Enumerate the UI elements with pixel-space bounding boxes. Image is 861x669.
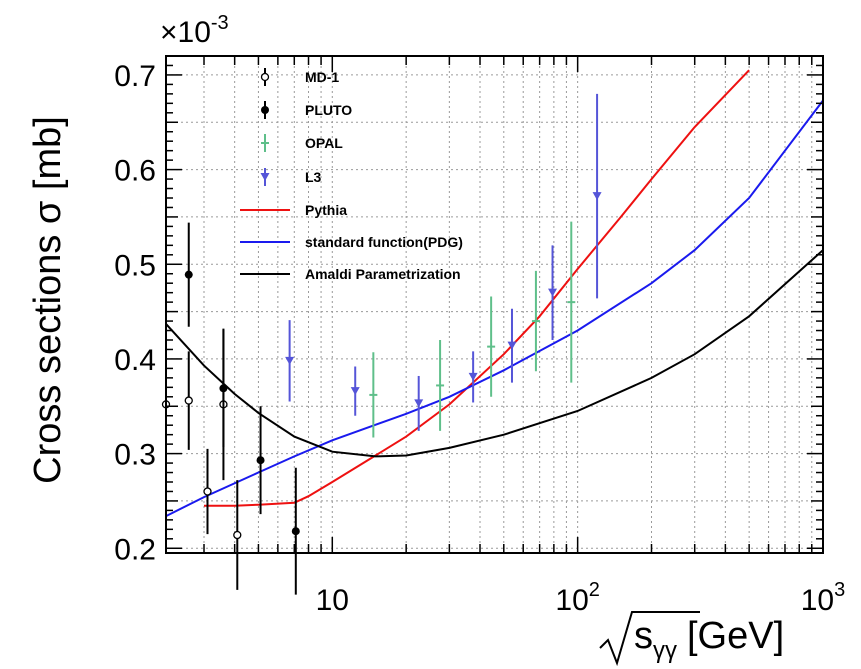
curve-amaldi-parametrization <box>165 249 824 458</box>
x-tick-label: 102 <box>555 579 600 617</box>
y-tick-label: 0.4 <box>114 344 156 377</box>
x-tick-label: 10 <box>316 584 349 617</box>
curve-standard-function-pdg <box>165 99 824 517</box>
x-tick-exponent: 3 <box>834 579 845 601</box>
legend-item-md-1: MD-1 <box>260 68 339 86</box>
point-pluto <box>256 406 265 515</box>
point-md-1 <box>233 480 242 590</box>
marker <box>592 192 602 201</box>
marker <box>184 396 193 405</box>
x-tick-labels: 10 102 103 <box>316 579 846 617</box>
y-tick-label: 0.3 <box>114 439 156 472</box>
y-tick-labels: 0.2 0.3 0.4 0.5 0.6 0.7 <box>114 60 156 566</box>
point-opal <box>487 296 496 397</box>
legend-item-standard-function-pdg: standard function(PDG) <box>240 234 463 250</box>
legend-label: MD-1 <box>305 69 339 85</box>
point-opal <box>567 221 576 383</box>
point-opal <box>436 340 445 431</box>
marker <box>291 527 300 536</box>
y-multiplier: ×10-3 <box>160 12 229 49</box>
legend-label: L3 <box>305 169 322 185</box>
legend-item-pythia: Pythia <box>240 202 347 218</box>
marker <box>285 356 295 365</box>
legend: MD-1 PLUTO OPAL L3 Pythia standard function(P… <box>240 68 463 282</box>
marker <box>260 173 270 181</box>
svg-text:sγγ[GeV]: sγγ [GeV] <box>634 615 784 664</box>
y-tick-label: 0.5 <box>114 249 156 282</box>
x-tick-label: 103 <box>801 579 846 617</box>
curve-pythia <box>204 69 750 507</box>
x-tick-exponent: 2 <box>589 579 600 601</box>
marker <box>261 106 269 114</box>
axis-ticks <box>166 55 824 553</box>
x-axis-title-sub: γγ <box>653 637 677 664</box>
y-tick-label: 0.6 <box>114 155 156 188</box>
point-l3 <box>507 308 517 383</box>
marker <box>414 399 424 408</box>
point-l3 <box>285 320 295 402</box>
y-multiplier-exponent: -3 <box>211 12 229 34</box>
marker <box>256 456 265 465</box>
legend-item-amaldi-parametrization: Amaldi Parametrization <box>240 266 461 282</box>
marker <box>548 288 558 297</box>
marker <box>468 372 478 381</box>
legend-label: standard function(PDG) <box>305 234 463 250</box>
legend-item-opal: OPAL <box>261 134 343 152</box>
legend-label: Pythia <box>305 202 347 218</box>
data-points <box>161 93 602 595</box>
point-l3 <box>350 366 360 416</box>
y-tick-label: 0.2 <box>114 533 156 566</box>
point-opal <box>369 352 378 438</box>
marker <box>203 487 212 496</box>
marker <box>507 341 517 350</box>
point-pluto <box>291 467 300 595</box>
marker <box>233 530 242 540</box>
marker <box>184 270 193 279</box>
point-opal <box>531 270 540 372</box>
legend-label: PLUTO <box>305 102 352 118</box>
marker <box>219 384 228 393</box>
point-l3 <box>548 245 558 340</box>
x-axis-title: sγγ [GeV] <box>599 611 784 667</box>
curves <box>165 69 824 517</box>
x-axis-title-unit: [GeV] <box>687 615 784 657</box>
sqrt-symbol-icon <box>599 611 700 667</box>
point-l3 <box>468 351 478 403</box>
marker <box>350 387 360 396</box>
y-axis-title: Cross sections σ [mb] <box>27 116 69 484</box>
grid <box>166 56 824 553</box>
legend-label: Amaldi Parametrization <box>305 266 461 282</box>
legend-item-pluto: PLUTO <box>261 101 352 119</box>
y-tick-label: 0.7 <box>114 60 156 93</box>
point-pluto <box>184 222 193 327</box>
point-md-1 <box>184 351 193 450</box>
point-l3 <box>592 93 602 299</box>
marker <box>260 72 270 82</box>
point-l3 <box>414 375 424 431</box>
point-md-1 <box>203 448 212 535</box>
legend-item-l3: L3 <box>260 168 322 186</box>
plot-frame <box>165 55 824 554</box>
x-axis-title-main: s <box>634 615 653 657</box>
legend-label: OPAL <box>305 135 343 151</box>
point-pluto <box>219 329 228 447</box>
